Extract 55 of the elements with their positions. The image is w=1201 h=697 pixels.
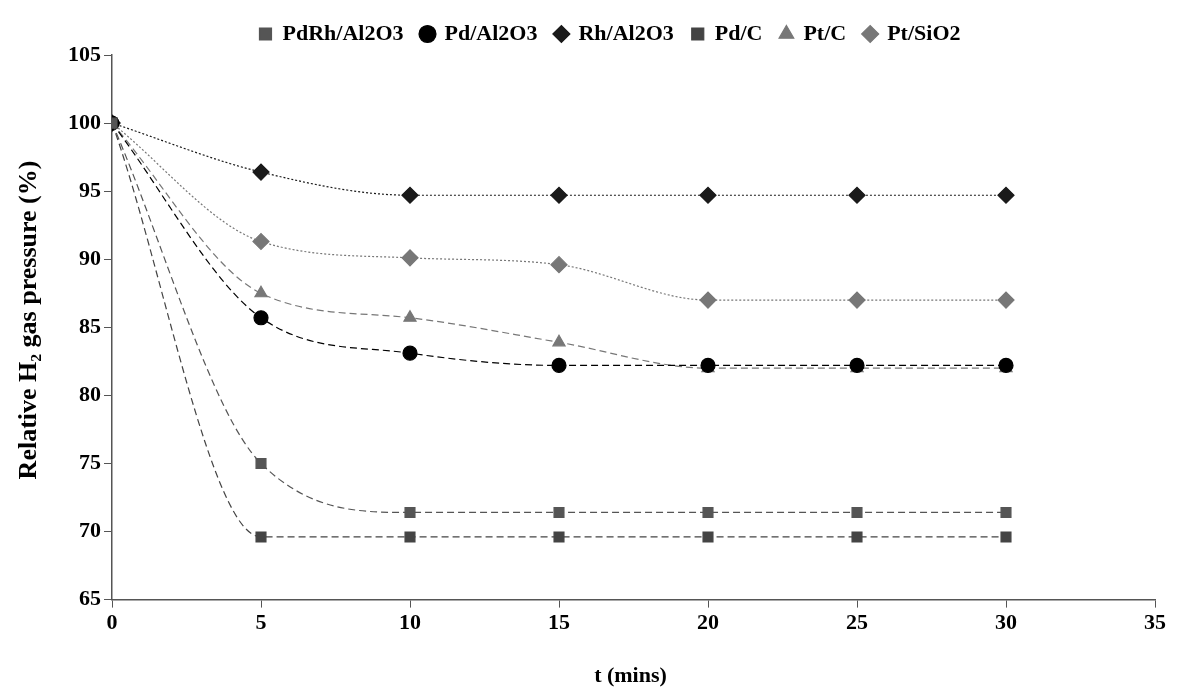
point: [1000, 506, 1012, 519]
x-tick-label: 35: [1144, 609, 1166, 635]
point: [699, 291, 717, 309]
x-tick-label: 10: [399, 609, 421, 635]
point: [401, 186, 419, 204]
point: [1000, 531, 1012, 543]
point: [553, 506, 565, 519]
x-tick-label: 5: [255, 609, 267, 635]
point: [550, 256, 568, 274]
point: [404, 531, 416, 543]
point: [848, 291, 866, 309]
x-tick-label: 25: [846, 609, 868, 635]
y-tick-label: 90: [79, 244, 101, 270]
point: [252, 232, 270, 251]
legend-label: Pt/SiO2: [887, 19, 961, 45]
y-tick-label: 80: [79, 381, 101, 407]
point: [255, 531, 267, 543]
point: [997, 291, 1015, 309]
point: [851, 506, 863, 519]
point: [702, 531, 714, 543]
point: [553, 531, 565, 543]
point: [252, 163, 270, 181]
point: [997, 186, 1015, 204]
point: [851, 531, 863, 543]
legend-label: Pd/Al2O3: [444, 19, 538, 45]
y-tick-label: 100: [68, 108, 101, 134]
point: [552, 334, 566, 347]
y-tick-label: 95: [79, 176, 101, 202]
point: [253, 310, 269, 326]
legend-label: Pd/C: [714, 19, 763, 45]
x-tick-label: 30: [995, 609, 1017, 635]
y-tick-label: 85: [79, 312, 101, 338]
legend-label: Rh/Al2O3: [578, 19, 674, 45]
y-tick-label: 105: [68, 40, 101, 66]
point: [401, 249, 419, 267]
x-tick-label: 20: [697, 609, 719, 635]
point: [402, 345, 418, 361]
point: [550, 186, 568, 204]
point: [699, 186, 717, 204]
legend-label: PdRh/Al2O3: [282, 19, 404, 45]
y-tick-label: 65: [79, 585, 101, 611]
legend-label: Pt/C: [803, 19, 847, 45]
point: [403, 310, 417, 322]
point: [255, 457, 267, 469]
x-tick-label: 15: [548, 609, 570, 635]
x-tick-label: 0: [106, 609, 118, 635]
x-axis-title: t (mins): [593, 662, 668, 688]
point: [702, 506, 714, 519]
point: [551, 357, 567, 374]
y-axis-title: Relative H₂ gas pressure (%): [13, 160, 43, 480]
y-tick-label: 75: [79, 449, 101, 475]
y-tick-label: 70: [79, 517, 101, 543]
point: [404, 506, 416, 519]
point: [848, 186, 866, 204]
point: [254, 285, 268, 298]
